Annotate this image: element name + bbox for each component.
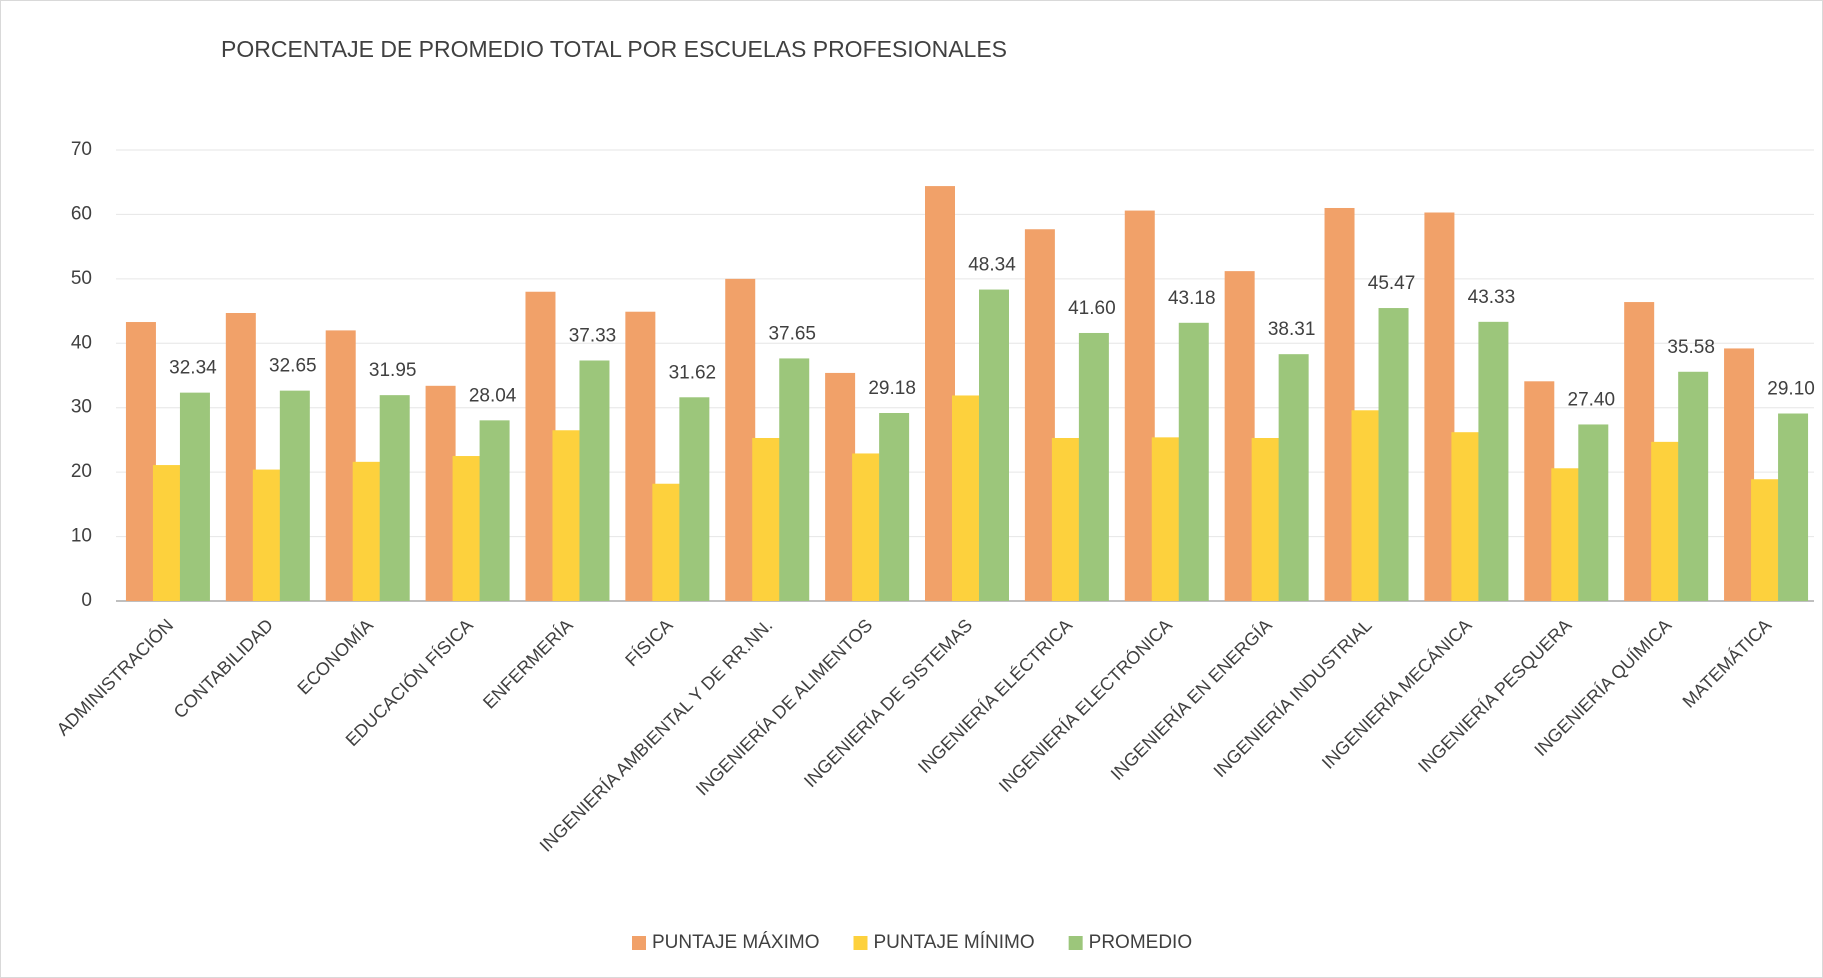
data-label: 43.33 (1468, 287, 1516, 308)
bar (152, 465, 183, 601)
bar (1678, 371, 1709, 601)
bar (125, 322, 156, 601)
legend-swatch (1068, 936, 1083, 950)
y-tick-label: 0 (81, 590, 92, 611)
y-tick-label: 70 (71, 139, 92, 160)
bar (1651, 441, 1682, 601)
bar (1251, 437, 1282, 601)
bar (979, 289, 1009, 601)
bar (1224, 271, 1255, 601)
bar (652, 483, 683, 601)
data-label: 37.65 (768, 323, 816, 344)
y-tick-label: 50 (71, 268, 92, 289)
bar (779, 358, 810, 601)
bar (1624, 302, 1655, 601)
legend-label: PROMEDIO (1089, 932, 1192, 953)
bar (1124, 210, 1155, 601)
bar (1051, 437, 1082, 601)
bar (879, 412, 910, 601)
data-label: 38.31 (1268, 319, 1316, 340)
bar (752, 437, 783, 601)
chart-title: PORCENTAJE DE PROMEDIO TOTAL POR ESCUELA… (221, 36, 1007, 62)
bar (1451, 432, 1482, 601)
bar (452, 456, 483, 601)
bar (952, 395, 982, 601)
bar (252, 469, 283, 601)
bar (379, 395, 410, 601)
bar (1351, 410, 1382, 601)
bar (279, 390, 310, 601)
bar (1478, 321, 1509, 601)
bar (1578, 424, 1609, 601)
data-label: 29.10 (1767, 379, 1815, 400)
bar (425, 385, 456, 601)
bar (852, 453, 883, 601)
bar (925, 186, 955, 601)
y-tick-label: 60 (71, 203, 92, 224)
data-label: 41.60 (1068, 298, 1116, 319)
data-label: 31.95 (369, 360, 417, 381)
bar (1424, 212, 1455, 601)
bar (1524, 381, 1555, 601)
data-label: 35.58 (1667, 337, 1715, 358)
data-label: 31.62 (669, 362, 717, 383)
data-label: 32.34 (169, 358, 217, 379)
bar (1778, 413, 1809, 601)
bar (825, 372, 856, 601)
bar (1024, 229, 1055, 602)
bar (625, 311, 656, 601)
bar (1151, 437, 1182, 601)
bar (1751, 479, 1782, 601)
y-tick-label: 40 (71, 332, 92, 353)
data-label: 43.18 (1168, 288, 1216, 309)
bar (579, 360, 610, 601)
bar (679, 397, 710, 601)
data-label: 27.40 (1568, 389, 1616, 410)
data-label: 45.47 (1368, 273, 1416, 294)
bar (352, 461, 383, 601)
data-label: 28.04 (469, 385, 517, 406)
legend-swatch (632, 936, 646, 950)
data-label: 37.33 (569, 326, 617, 347)
y-tick-label: 10 (71, 526, 92, 547)
bar (479, 420, 510, 601)
bar (725, 278, 756, 601)
bar (1378, 308, 1409, 601)
bar (525, 291, 556, 601)
bar (1724, 348, 1755, 601)
bar (1178, 322, 1209, 601)
y-tick-label: 30 (71, 397, 92, 418)
legend-label: PUNTAJE MÍNIMO (874, 932, 1035, 953)
y-tick-label: 20 (71, 461, 92, 482)
bar (1324, 207, 1355, 601)
bar (1278, 354, 1309, 601)
bar (1551, 468, 1582, 601)
data-label: 48.34 (968, 255, 1016, 276)
data-label: 32.65 (269, 356, 317, 377)
bar (552, 430, 583, 601)
bar (325, 330, 356, 601)
legend-swatch (853, 936, 868, 950)
bar (225, 313, 256, 601)
bar (1078, 332, 1109, 601)
legend-label: PUNTAJE MÁXIMO (652, 932, 820, 953)
bar (179, 392, 210, 601)
data-label: 29.18 (868, 378, 916, 399)
